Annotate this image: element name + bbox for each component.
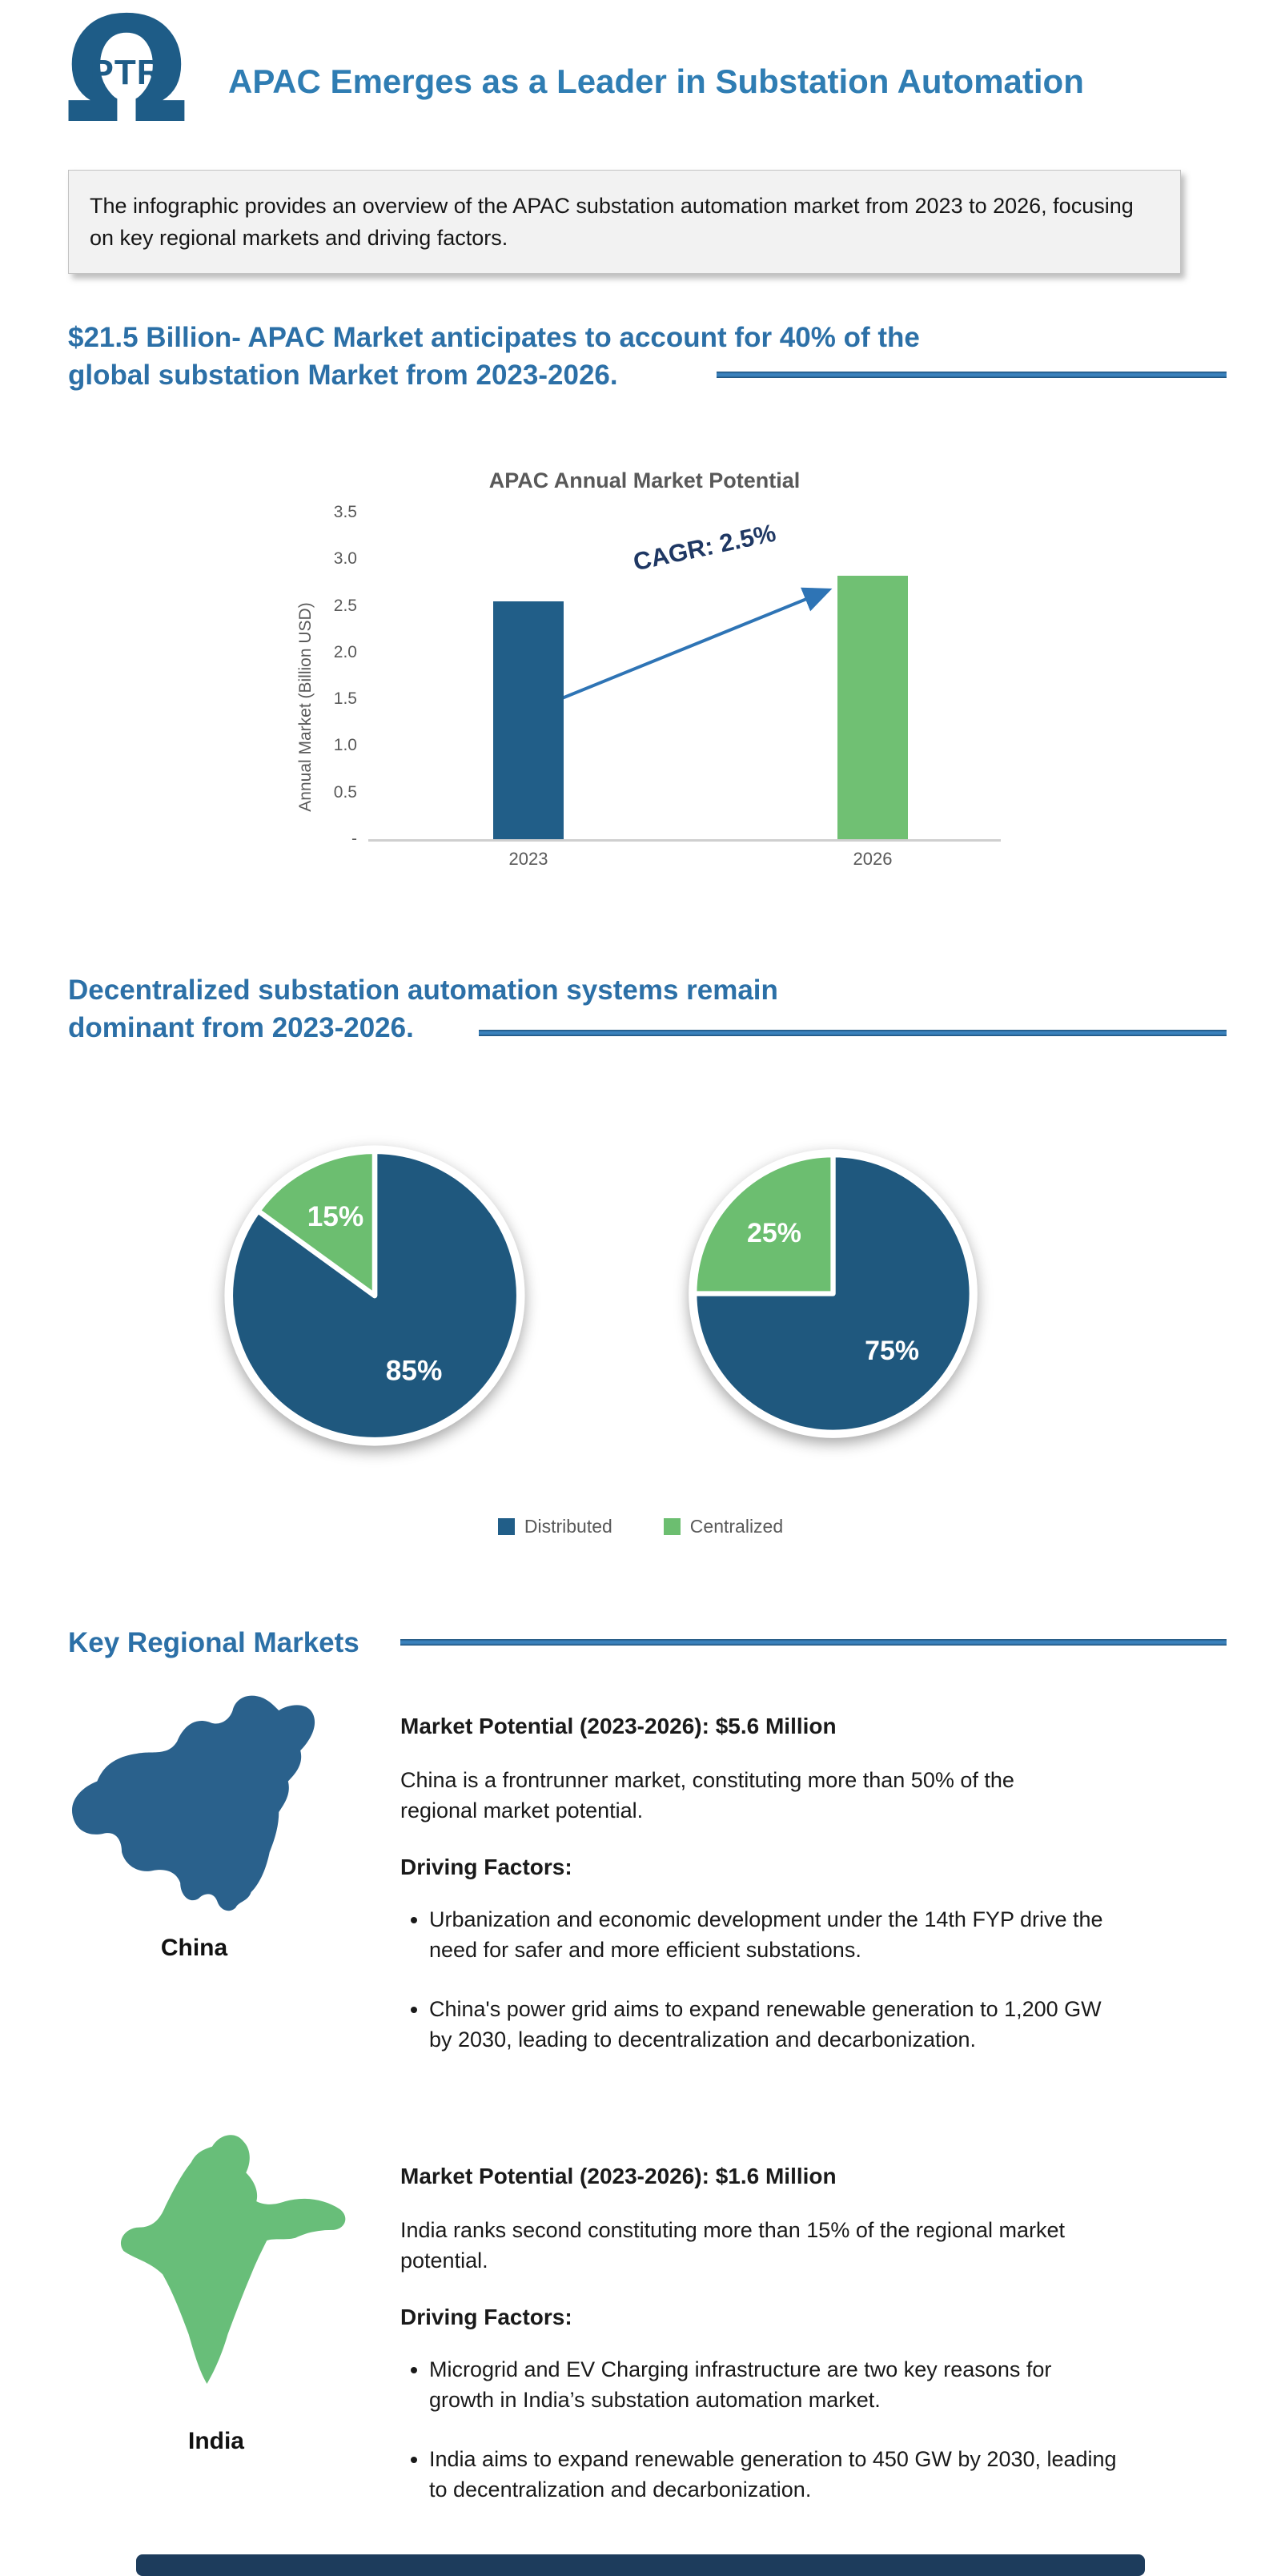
heading-rule [479, 1030, 1227, 1036]
centralized-swatch-icon [663, 1518, 681, 1535]
pie-slice-centralized [692, 1152, 836, 1296]
heading-line: Key Regional Markets [68, 1627, 359, 1658]
y-tick-label: 1.0 [333, 736, 357, 755]
y-tick-label: 2.0 [333, 642, 357, 661]
india-details: Market Potential (2023-2026): $1.6 Milli… [400, 2162, 1121, 2534]
china-market-potential: Market Potential (2023-2026): $5.6 Milli… [400, 1714, 837, 1738]
cagr-arrow-icon [561, 587, 833, 700]
y-tick-label: 2.5 [333, 596, 357, 615]
pie-chart-2026: 75% 25% [689, 1149, 978, 1438]
china-driving-factors-label: Driving Factors: [400, 1855, 572, 1879]
intro-box: The infographic provides an overview of … [68, 170, 1181, 274]
heading-line: dominant from 2023-2026. [68, 1012, 414, 1043]
section-heading-market: $21.5 Billion- APAC Market anticipates t… [68, 319, 920, 394]
x-tick-label: 2026 [853, 849, 893, 869]
section-heading-decentralized: Decentralized substation automation syst… [68, 971, 778, 1047]
bar-chart-plot: CAGR: 2.5% 3.5 3.0 2.5 2.0 1.5 1.0 0.5-2023 202… [334, 503, 1001, 869]
ptr-logo: Ω PTR [56, 0, 197, 155]
legend-label: Distributed [524, 1516, 612, 1537]
section-heading-regional: Key Regional Markets [68, 1624, 359, 1662]
heading-rule [400, 1639, 1227, 1646]
pie-legend: Distributed Centralized [0, 1516, 1281, 1537]
india-bullet: Microgrid and EV Charging infrastructure… [429, 2354, 1121, 2415]
y-tick-label: 3.0 [333, 549, 357, 569]
y-tick-label: - [351, 830, 357, 848]
china-description: China is a frontrunner market, constitut… [400, 1768, 1014, 1822]
bar-chart-title: APAC Annual Market Potential [488, 468, 801, 492]
distributed-swatch-icon [497, 1518, 515, 1535]
china-label: China [160, 1935, 228, 1961]
legend-item-centralized: Centralized [663, 1516, 784, 1537]
x-tick-label: 2023 [508, 849, 548, 869]
y-tick-label: 3.5 [333, 503, 357, 521]
bar-2026 [837, 576, 908, 839]
china-map-icon [71, 1695, 315, 1911]
china-bullet-list: Urbanization and economic development un… [400, 1904, 1121, 2055]
china-bullet: China's power grid aims to expand renewa… [429, 1994, 1121, 2055]
bar-2023 [493, 601, 564, 839]
omega-logo-icon: Ω [64, 0, 189, 155]
footer-bar [136, 2554, 1145, 2576]
pie-chart-2023: 85% 15% [224, 1145, 525, 1446]
india-market-potential: Market Potential (2023-2026): $1.6 Milli… [400, 2164, 837, 2188]
pie-label: 75% [865, 1336, 919, 1366]
bar-chart: APAC Annual Market Potential Annual Mark… [264, 468, 1025, 965]
heading-rule [717, 372, 1227, 378]
india-bullet: India aims to expand renewable generatio… [429, 2444, 1121, 2505]
logo-text: PTR [90, 53, 163, 92]
india-bullet-list: Microgrid and EV Charging infrastructure… [400, 2354, 1121, 2505]
india-driving-factors-label: Driving Factors: [400, 2305, 572, 2329]
heading-line: global substation Market from 2023-2026. [68, 360, 618, 391]
legend-label: Centralized [689, 1516, 784, 1537]
legend-item-distributed: Distributed [497, 1516, 612, 1537]
page-title: APAC Emerges as a Leader in Substation A… [228, 62, 1084, 100]
pie-label: 15% [307, 1201, 364, 1232]
y-tick-label: 1.5 [333, 689, 357, 709]
pie-slice-centralized [255, 1148, 378, 1299]
intro-text: The infographic provides an overview of … [90, 194, 1134, 250]
india-description: India ranks second constituting more tha… [400, 2218, 1065, 2273]
heading-line: $21.5 Billion- APAC Market anticipates t… [68, 322, 920, 353]
pie-label: 25% [747, 1218, 801, 1248]
india-map-icon [120, 2135, 346, 2384]
china-bullet: Urbanization and economic development un… [429, 1904, 1121, 1965]
china-details: Market Potential (2023-2026): $5.6 Milli… [400, 1712, 1121, 2084]
pie-label: 85% [386, 1356, 443, 1387]
india-label: India [187, 2428, 244, 2454]
heading-line: Decentralized substation automation syst… [68, 975, 778, 1006]
y-tick-label: 0.5 [333, 782, 357, 802]
